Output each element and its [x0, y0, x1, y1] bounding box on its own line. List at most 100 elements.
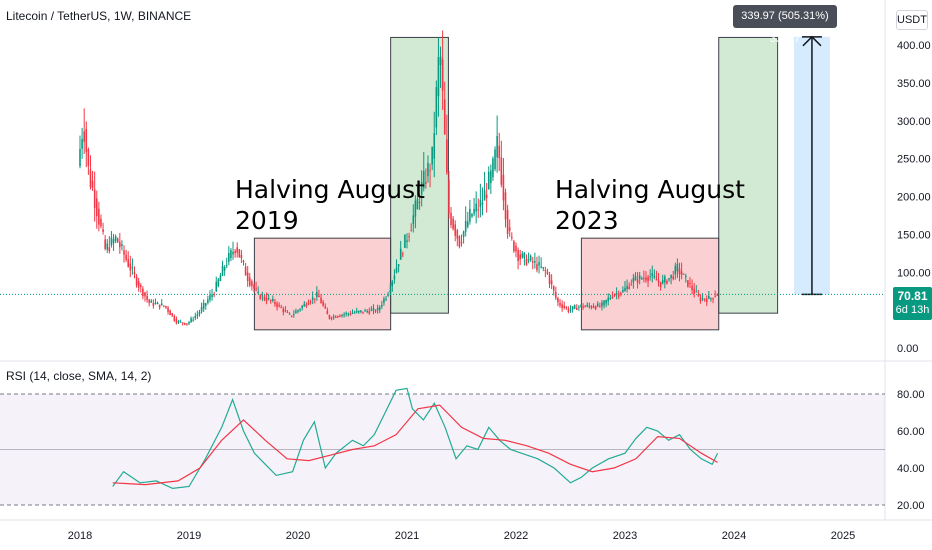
candle-body	[202, 302, 205, 309]
candle-body	[152, 303, 155, 306]
candle-body	[473, 208, 475, 214]
candle-body	[565, 307, 568, 309]
candle-body	[397, 264, 400, 267]
candle-body	[689, 283, 691, 285]
candle-body	[557, 297, 559, 303]
candle-body	[217, 279, 220, 287]
halving-annotation-line1: Halving August	[235, 175, 425, 204]
candle-body	[441, 59, 444, 91]
rsi-indicator-title[interactable]: RSI (14, close, SMA, 14, 2)	[6, 369, 152, 383]
candle-body	[125, 254, 127, 260]
candle-body	[213, 294, 215, 296]
candle-body	[301, 305, 303, 309]
candle-body	[349, 313, 352, 315]
candle-body	[133, 272, 136, 275]
candle-body	[387, 295, 389, 297]
candle-body	[93, 189, 96, 208]
candle-body	[246, 272, 249, 282]
candle-body	[655, 278, 658, 281]
candle-body	[429, 170, 431, 172]
time-axis-tick-label: 2020	[286, 530, 310, 542]
candle-body	[687, 280, 689, 287]
candle-body	[500, 157, 503, 185]
candle-body	[368, 311, 371, 314]
candle-body	[173, 316, 176, 321]
candle-body	[163, 305, 165, 307]
candle-body	[636, 279, 639, 283]
candle-body	[513, 241, 515, 252]
candlestick-series	[79, 30, 719, 326]
candle-body	[515, 245, 517, 252]
candle-body	[297, 310, 299, 312]
price-axis-tick-label: 100.00	[897, 267, 931, 279]
candle-body	[399, 248, 402, 260]
candle-body	[460, 241, 463, 244]
red-range-box	[253, 237, 392, 331]
candle-body	[351, 313, 354, 315]
candle-body	[647, 277, 649, 282]
candle-body	[705, 298, 708, 303]
candle-body	[353, 312, 356, 314]
candle-body	[98, 208, 100, 225]
candle-body	[87, 149, 90, 166]
time-axis-tick-label: 2024	[722, 530, 746, 542]
candle-body	[303, 303, 306, 307]
candle-body	[452, 218, 454, 229]
candle-body	[519, 254, 521, 260]
candle-body	[536, 264, 538, 271]
candle-body	[362, 311, 364, 313]
candle-body	[146, 295, 148, 300]
candle-body	[357, 310, 360, 313]
candle-body	[703, 298, 706, 300]
candle-body	[716, 294, 719, 296]
candle-body	[555, 292, 557, 298]
candle-body	[697, 294, 700, 296]
candle-body	[194, 316, 197, 319]
candle-body	[674, 266, 677, 275]
candle-body	[601, 302, 603, 307]
candle-body	[221, 265, 224, 276]
candle-body	[433, 133, 436, 159]
candle-body	[425, 181, 427, 184]
candle-body	[135, 276, 138, 286]
candle-body	[261, 295, 264, 297]
candle-body	[490, 170, 492, 184]
candle-body	[219, 275, 222, 281]
halving-annotation-line2: 2023	[555, 206, 619, 235]
candle-body	[267, 298, 270, 300]
candle-body	[594, 306, 597, 310]
candle-body	[204, 303, 207, 306]
candle-body	[372, 308, 375, 311]
candle-body	[339, 315, 341, 317]
candle-body	[259, 295, 262, 300]
candle-body	[511, 236, 513, 238]
currency-tag[interactable]: USDT	[896, 10, 928, 30]
candle-body	[119, 241, 121, 248]
candle-body	[184, 322, 186, 325]
candle-body	[592, 306, 595, 308]
candle-body	[448, 179, 450, 214]
candle-body	[290, 315, 293, 317]
last-price-badge: 70.81 6d 13h	[893, 287, 932, 320]
candle-body	[632, 278, 635, 283]
candle-body	[112, 239, 115, 243]
candle-body	[494, 149, 496, 170]
candle-body	[129, 263, 132, 271]
price-axis-tick-label: 150.00	[897, 229, 931, 241]
candle-body	[567, 308, 570, 312]
candle-body	[100, 218, 102, 227]
candle-body	[156, 302, 159, 305]
candle-body	[255, 288, 257, 290]
candle-body	[670, 274, 672, 279]
candle-body	[693, 288, 695, 294]
candle-body	[603, 300, 605, 306]
candle-body	[668, 277, 670, 280]
candle-body	[295, 311, 297, 314]
candle-body	[385, 298, 387, 300]
candle-body	[343, 314, 345, 316]
candle-body	[234, 250, 236, 254]
candle-body	[475, 203, 477, 212]
candle-body	[370, 309, 373, 311]
red-range-box	[580, 237, 720, 331]
